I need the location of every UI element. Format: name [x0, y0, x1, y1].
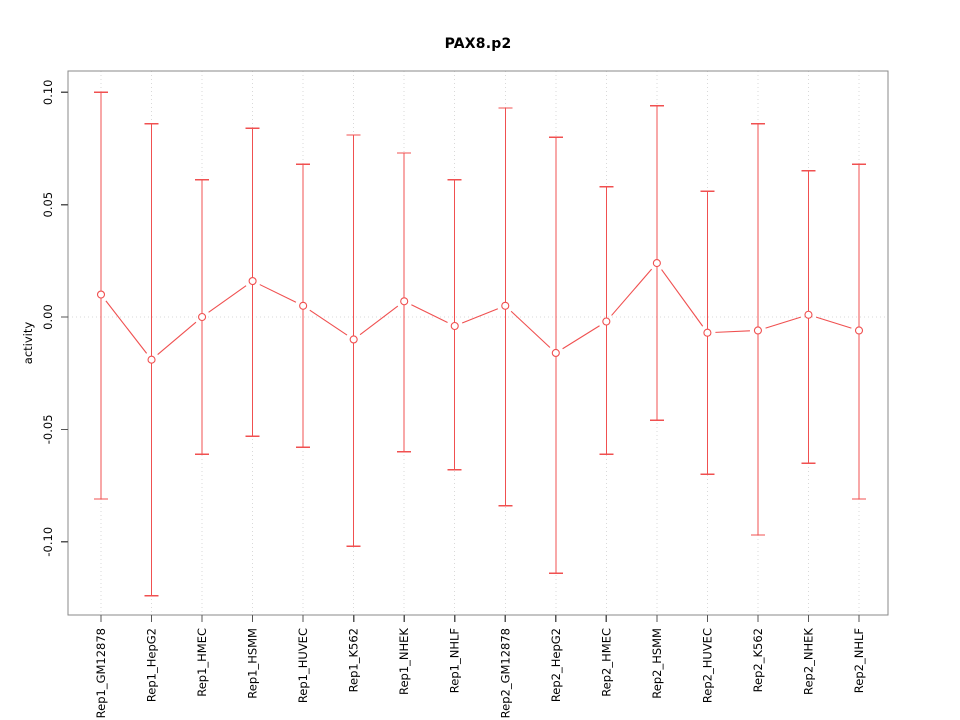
series-segment — [815, 316, 852, 329]
data-point — [804, 310, 813, 319]
x-tick-label: Rep1_K562 — [347, 628, 361, 692]
data-point — [147, 355, 156, 364]
data-point — [96, 290, 106, 299]
data-point — [400, 297, 409, 306]
series-segment — [562, 325, 600, 350]
x-tick-label: Rep2_HMEC — [599, 628, 613, 697]
series-segment — [715, 330, 750, 333]
x-tick-label: Rep2_NHLF — [852, 628, 866, 693]
x-tick-label: Rep1_NHLF — [448, 628, 462, 693]
y-tick-label: 0.00 — [41, 304, 55, 330]
data-point — [551, 348, 560, 358]
data-point — [501, 301, 510, 310]
series-segment — [411, 304, 448, 323]
series-segment — [661, 269, 704, 327]
x-tick-label: Rep1_NHEK — [397, 628, 411, 695]
y-tick-label: -0.05 — [41, 414, 55, 444]
x-tick-label: Rep2_K562 — [751, 628, 765, 692]
x-tick-label: Rep1_GM12878 — [94, 628, 108, 718]
series-segment — [765, 316, 801, 329]
y-tick-label: 0.10 — [41, 79, 55, 105]
y-tick-label: 0.05 — [41, 192, 55, 218]
data-point — [854, 326, 864, 335]
data-point — [349, 335, 358, 344]
data-point — [450, 321, 459, 331]
x-tick-label: Rep1_HSMM — [246, 628, 260, 699]
plot-frame — [67, 70, 889, 616]
x-tick-label: Rep2_HepG2 — [549, 628, 563, 702]
x-tick-label: Rep2_HUVEC — [700, 628, 714, 703]
data-point — [703, 328, 712, 337]
series-segment — [208, 285, 247, 313]
x-tick-label: Rep1_HMEC — [195, 628, 209, 697]
data-point — [753, 326, 762, 335]
chart-title: PAX8.p2 — [444, 36, 512, 52]
x-tick-label: Rep1_HUVEC — [296, 628, 310, 703]
data-point — [299, 301, 308, 310]
series-segment — [510, 310, 551, 348]
y-tick-label: -0.10 — [41, 527, 55, 557]
x-tick-label: Rep2_HSMM — [650, 628, 664, 699]
series-segment — [105, 300, 148, 354]
series-segment — [611, 268, 653, 316]
x-tick-label: Rep1_HepG2 — [145, 628, 159, 702]
series-segment — [309, 309, 348, 336]
data-point — [248, 276, 257, 286]
series-segment — [461, 308, 499, 324]
series-segment — [157, 321, 197, 355]
data-point — [198, 312, 207, 322]
x-tick-label: Rep2_GM12878 — [498, 628, 512, 718]
data-point — [602, 317, 611, 326]
x-tick-label: Rep2_NHEK — [801, 628, 815, 695]
series-segment — [359, 305, 399, 336]
data-point — [652, 259, 661, 268]
series-segment — [259, 284, 297, 303]
